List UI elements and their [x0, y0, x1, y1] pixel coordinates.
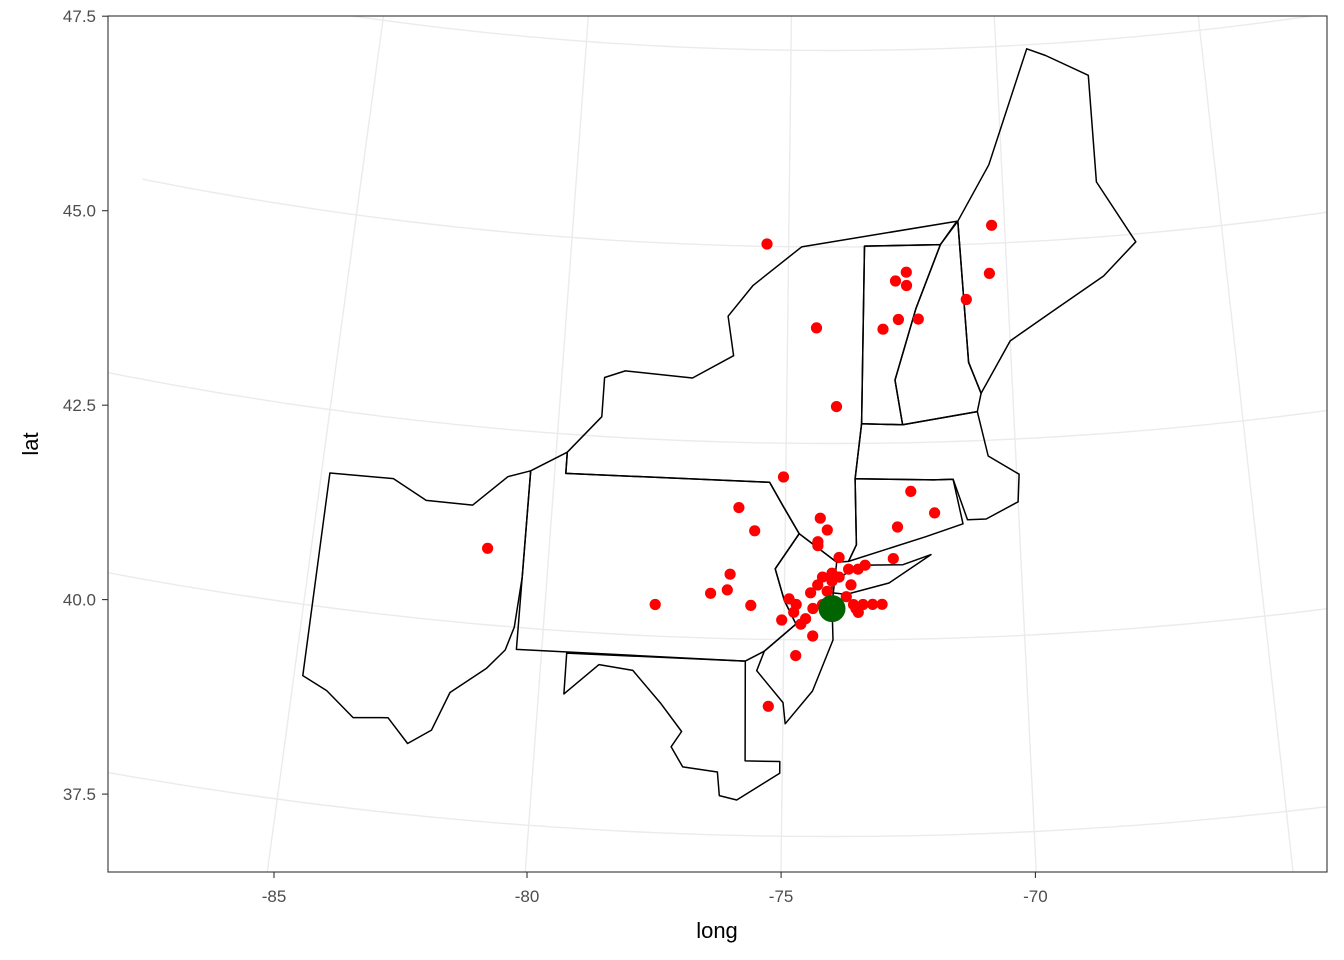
location-point [810, 322, 823, 334]
location-point [807, 630, 819, 642]
x-tick-label: -85 [262, 887, 287, 906]
plot-background [108, 16, 1327, 872]
location-point [905, 485, 917, 497]
location-point [891, 521, 904, 533]
y-tick-label: 37.5 [63, 785, 96, 804]
location-point [892, 313, 905, 326]
parallel-line [108, 371, 1327, 445]
y-axis-title: lat [18, 432, 43, 455]
location-point [983, 267, 996, 279]
location-point [482, 542, 494, 554]
state-outline [563, 652, 781, 801]
location-point [762, 700, 774, 712]
location-point [889, 275, 902, 287]
location-point [790, 650, 802, 662]
y-tick-label: 47.5 [63, 7, 96, 26]
x-tick-label: -75 [769, 887, 794, 906]
x-tick-label: -70 [1023, 887, 1048, 906]
location-point [812, 540, 824, 552]
location-point [777, 471, 790, 483]
location-point [745, 599, 757, 612]
state-outline [847, 478, 964, 563]
location-point [867, 598, 879, 611]
parallel-line [348, 16, 1316, 52]
y-axis-ticks: 37.5 40.0 42.5 45.0 47.5 [63, 7, 108, 804]
location-point [761, 238, 773, 250]
highlight-point [818, 595, 846, 623]
parallel-line [108, 571, 1327, 641]
location-point [749, 525, 761, 537]
location-point [814, 512, 826, 524]
location-point [960, 293, 972, 306]
x-axis-ticks: -85 -80 -75 -70 [262, 872, 1048, 906]
location-point [816, 571, 829, 583]
location-point [821, 585, 833, 597]
location-point [807, 602, 819, 615]
location-point [876, 598, 888, 610]
location-point [912, 313, 924, 325]
location-point [859, 559, 871, 571]
location-point [800, 613, 812, 625]
location-point [986, 219, 998, 231]
plot-panel-border [107, 15, 1328, 873]
state-outline [302, 470, 532, 745]
location-point [833, 551, 845, 564]
grid-lines [108, 16, 1327, 872]
location-point [724, 568, 736, 580]
location-point [733, 502, 745, 514]
location-point [843, 563, 855, 575]
location-point [805, 587, 817, 599]
x-tick-label: -80 [515, 887, 540, 906]
highlight-points [818, 595, 846, 623]
location-point [776, 614, 788, 626]
state-outline [957, 48, 1137, 395]
location-point [929, 507, 941, 519]
location-point [900, 266, 912, 278]
location-point [830, 401, 843, 413]
location-point [877, 323, 889, 335]
location-point [821, 524, 833, 536]
location-point [840, 591, 852, 603]
location-point [826, 575, 838, 587]
location-point [788, 606, 800, 618]
parallel-line [108, 771, 1327, 838]
y-tick-label: 45.0 [63, 202, 96, 221]
location-point [845, 579, 857, 591]
x-axis-title: long [696, 918, 738, 943]
parallel-line [142, 178, 1327, 248]
y-tick-label: 40.0 [63, 591, 96, 610]
y-tick-label: 42.5 [63, 396, 96, 415]
location-point [705, 587, 717, 599]
location-point [887, 553, 899, 565]
location-point [900, 279, 913, 292]
location-point [721, 584, 733, 596]
location-point [850, 602, 862, 615]
location-point [649, 598, 661, 611]
